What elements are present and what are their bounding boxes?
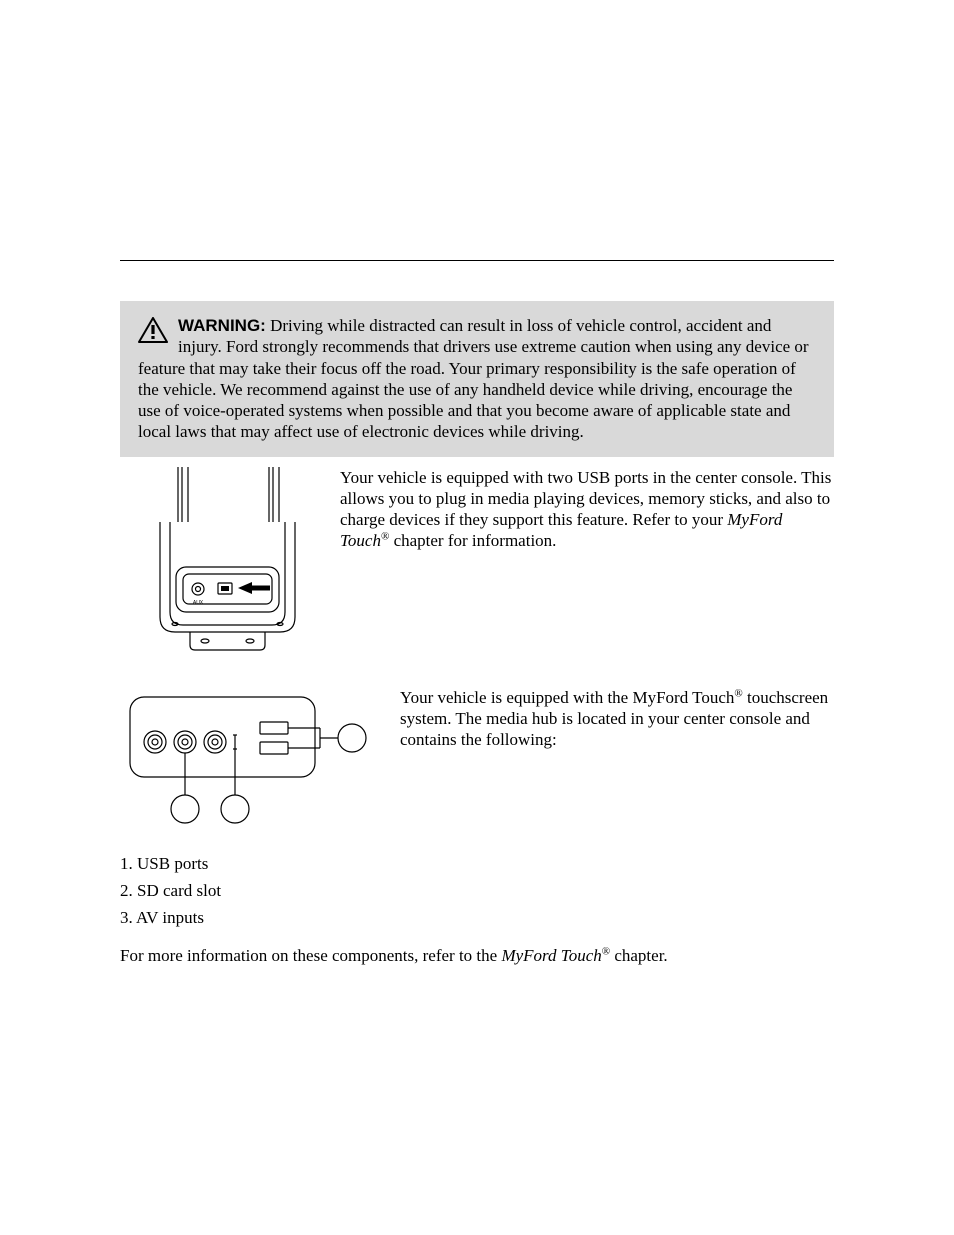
list-item-1: 1. USB ports: [120, 850, 834, 877]
section2-text: Your vehicle is equipped with the MyFord…: [400, 687, 834, 751]
section1-after: chapter for information.: [389, 531, 556, 550]
closing-reg: ®: [602, 945, 610, 957]
closing-paragraph: For more information on these components…: [120, 945, 834, 966]
closing-after: chapter.: [610, 946, 668, 965]
list-item-2: 2. SD card slot: [120, 877, 834, 904]
section-usb-console: AUX Your v: [120, 467, 834, 657]
media-hub-illustration: [120, 687, 380, 832]
warning-box: WARNING: Driving while distracted can re…: [120, 301, 834, 457]
list-item-3: 3. AV inputs: [120, 904, 834, 931]
warning-text: WARNING: Driving while distracted can re…: [138, 316, 809, 441]
header-rule: [120, 260, 834, 261]
section1-text: Your vehicle is equipped with two USB po…: [340, 467, 834, 552]
section2-reg1: ®: [734, 687, 742, 699]
console-illustration: AUX: [120, 467, 320, 657]
component-list: 1. USB ports 2. SD card slot 3. AV input…: [120, 850, 834, 932]
closing-italic: MyFord Touch: [501, 946, 601, 965]
section-media-hub: Your vehicle is equipped with the MyFord…: [120, 687, 834, 832]
closing-before: For more information on these components…: [120, 946, 501, 965]
svg-text:AUX: AUX: [193, 600, 204, 606]
warning-triangle-icon: [138, 317, 168, 343]
warning-label: WARNING:: [178, 316, 266, 335]
section2-before: Your vehicle is equipped with the MyFord…: [400, 688, 734, 707]
